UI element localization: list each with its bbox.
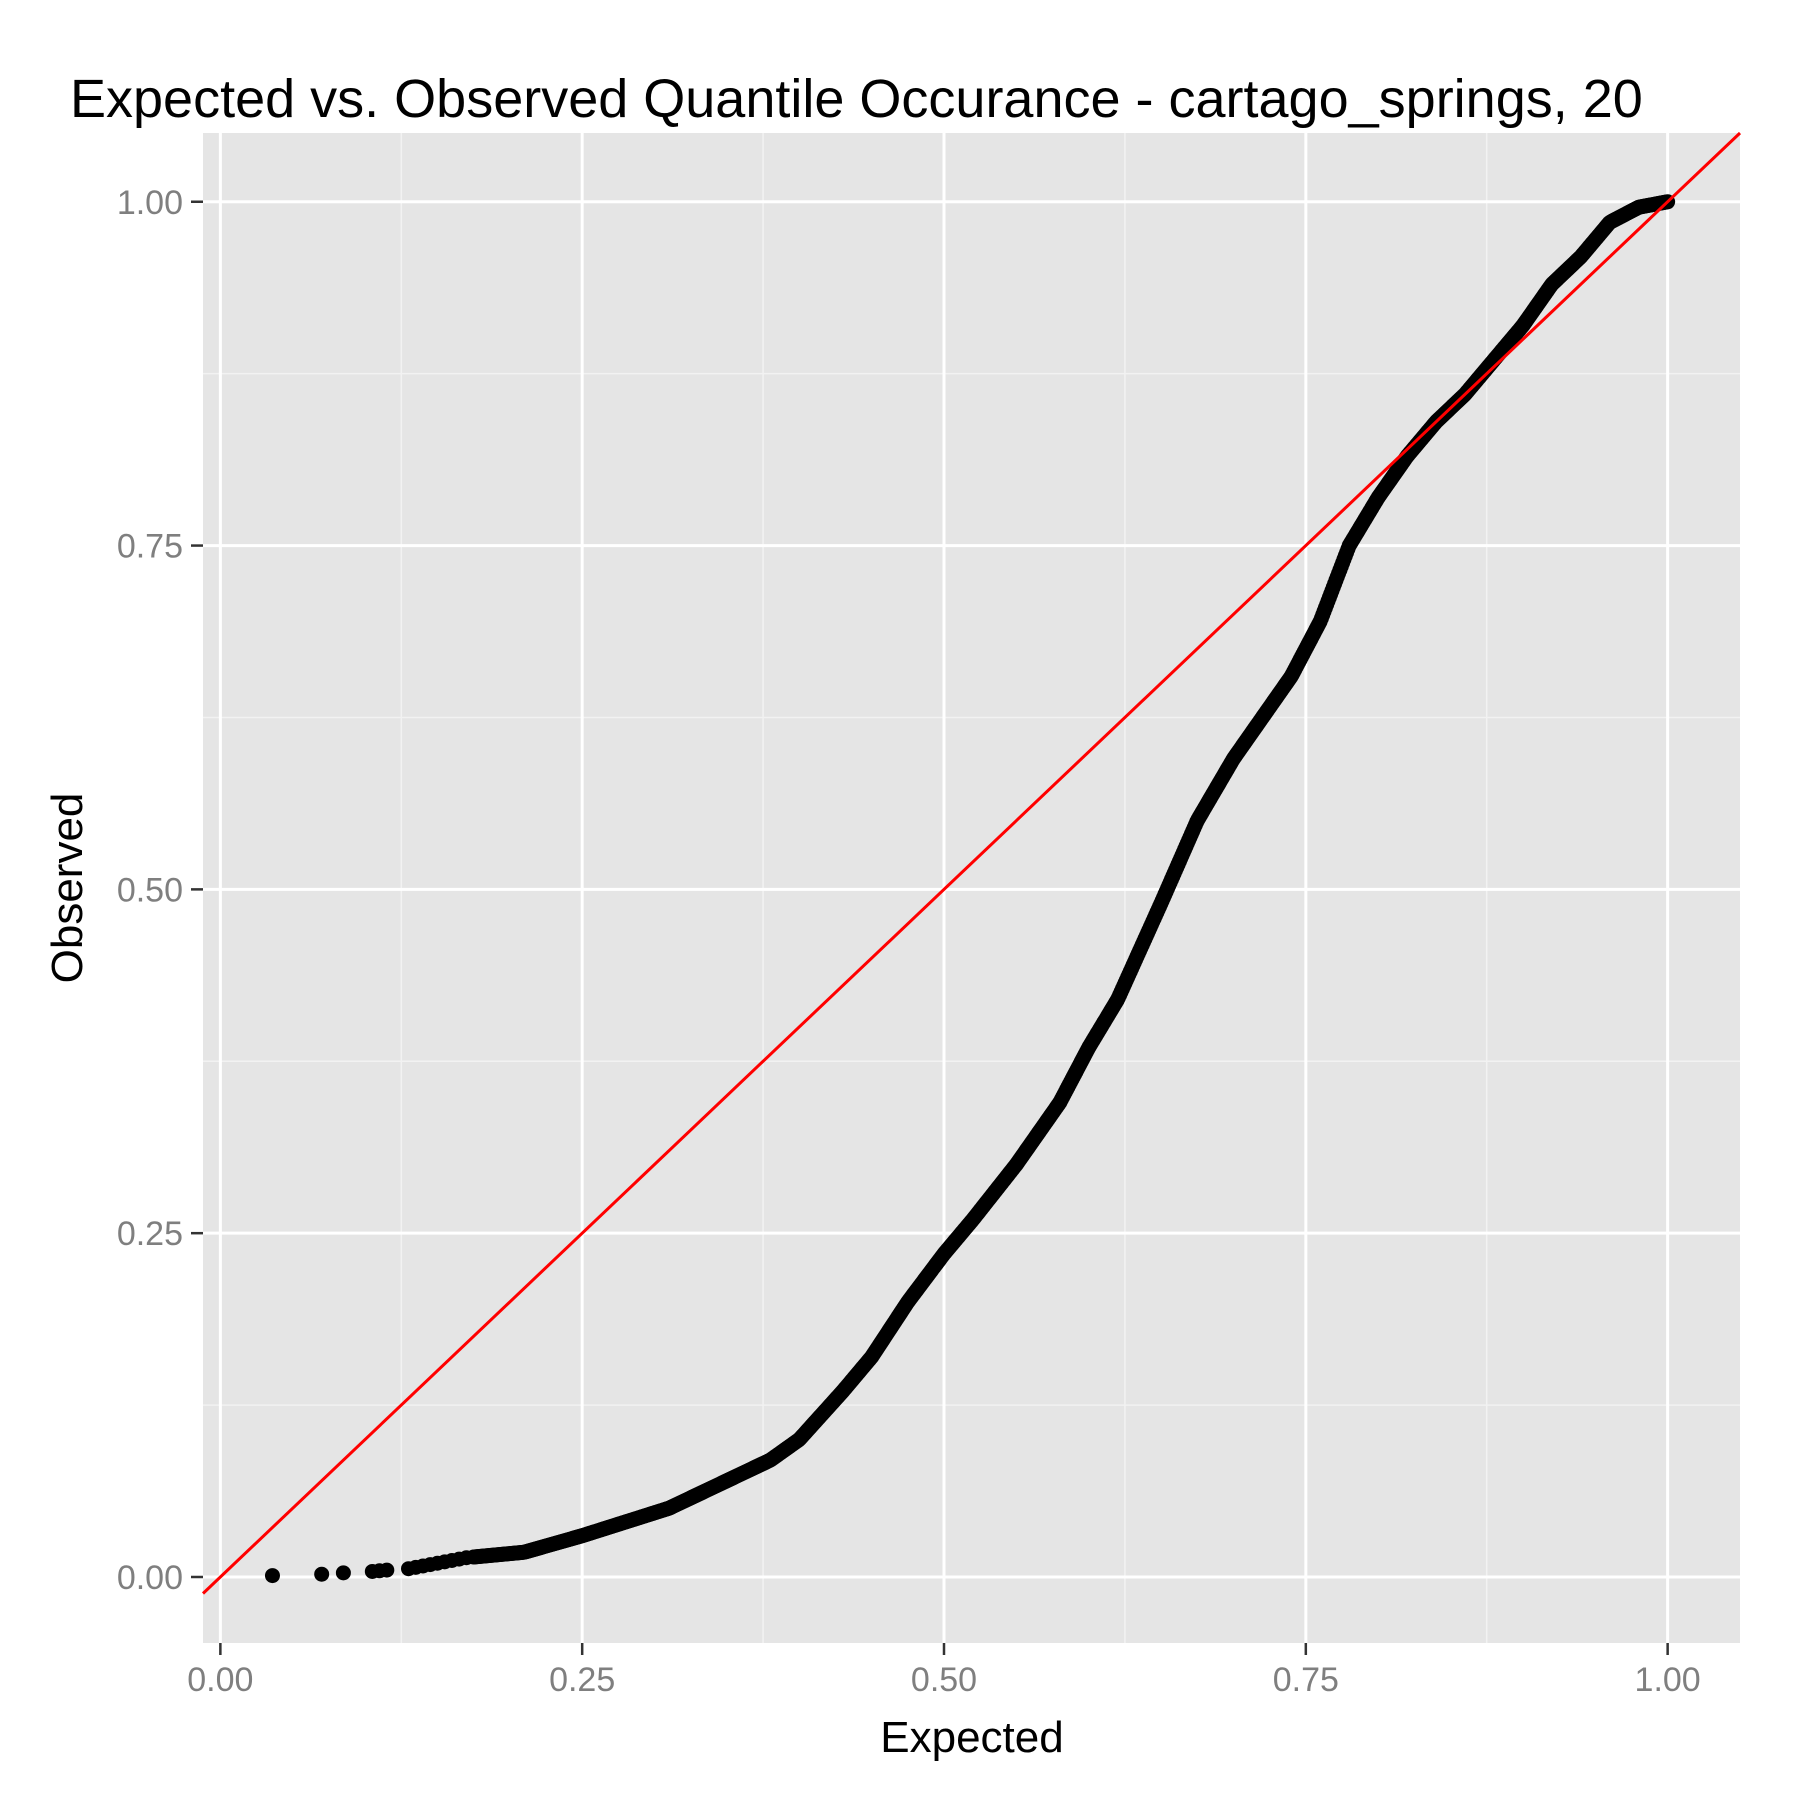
- reference-line-layer: [201, 131, 1742, 1595]
- data-point: [379, 1562, 395, 1578]
- data-points: [264, 194, 1676, 1584]
- y-tick-label: 0.75: [117, 528, 183, 566]
- x-axis-title: Expected: [880, 1713, 1063, 1762]
- y-tick-label: 0.00: [117, 1559, 183, 1597]
- x-tick-label: 1.00: [1635, 1661, 1701, 1699]
- chart-title: Expected vs. Observed Quantile Occurance…: [70, 69, 1643, 129]
- reference-line: [201, 131, 1742, 1595]
- y-tick-label: 0.50: [117, 871, 183, 909]
- y-axis-title: Observed: [43, 793, 92, 984]
- x-tick-label: 0.25: [549, 1661, 615, 1699]
- axes: 0.00 0.25 0.50 0.75 1.00 0.00 0.25 0.50 0.75 1.00: [117, 184, 1701, 1699]
- data-point: [314, 1566, 330, 1582]
- y-tick-label: 1.00: [117, 184, 183, 222]
- y-tick-label: 0.25: [117, 1215, 183, 1253]
- data-point: [264, 1568, 280, 1584]
- data-point: [335, 1565, 351, 1581]
- x-tick-label: 0.00: [187, 1661, 253, 1699]
- x-tick-label: 0.50: [911, 1661, 977, 1699]
- x-tick-label: 0.75: [1273, 1661, 1339, 1699]
